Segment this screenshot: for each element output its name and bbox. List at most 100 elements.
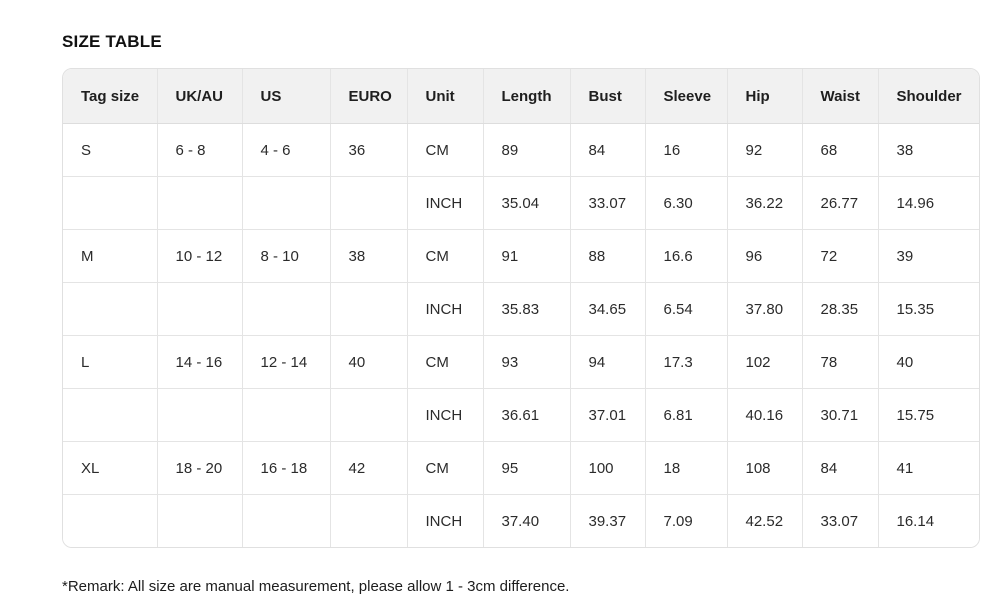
- table-cell: 40.16: [727, 388, 803, 442]
- table-cell: [242, 494, 331, 547]
- table-cell: 33.07: [802, 494, 879, 547]
- table-cell: 17.3: [645, 335, 728, 389]
- table-cell: 8 - 10: [242, 229, 331, 283]
- table-cell: 72: [802, 229, 879, 283]
- table-cell: 39: [878, 229, 979, 283]
- table-cell: 102: [727, 335, 803, 389]
- column-header: Bust: [570, 69, 646, 124]
- table-cell: 84: [802, 441, 879, 495]
- table-row: INCH 35.83 34.65 6.54 37.80 28.35 15.35: [63, 282, 979, 336]
- remark-text: *Remark: All size are manual measurement…: [62, 578, 570, 595]
- table-header: Tag size UK/AU US EURO Unit Length Bust Sleeve H…: [63, 69, 979, 124]
- table-cell: 35.04: [483, 176, 571, 230]
- table-cell: [330, 388, 408, 442]
- table-cell: 18 - 20: [157, 441, 243, 495]
- column-header: Length: [483, 69, 571, 124]
- table-cell: 88: [570, 229, 646, 283]
- table-cell: 30.71: [802, 388, 879, 442]
- table-cell: 95: [483, 441, 571, 495]
- table-cell: 7.09: [645, 494, 728, 547]
- table-cell: 6 - 8: [157, 123, 243, 177]
- table-cell: 18: [645, 441, 728, 495]
- table-cell: 40: [330, 335, 408, 389]
- table-cell: [157, 282, 243, 336]
- table-cell: 6.81: [645, 388, 728, 442]
- table-cell: [330, 494, 408, 547]
- table-cell: 12 - 14: [242, 335, 331, 389]
- size-table-grid: Tag size UK/AU US EURO Unit Length Bust Sleeve H…: [63, 69, 979, 547]
- table-cell: 42: [330, 441, 408, 495]
- table-cell: 26.77: [802, 176, 879, 230]
- table-cell: CM: [407, 123, 484, 177]
- table-cell: 84: [570, 123, 646, 177]
- table-cell: INCH: [407, 176, 484, 230]
- table-cell: [330, 282, 408, 336]
- table-cell: [63, 282, 158, 336]
- table-cell: 39.37: [570, 494, 646, 547]
- table-cell: [242, 282, 331, 336]
- table-cell: [157, 176, 243, 230]
- table-cell: 16: [645, 123, 728, 177]
- column-header: Tag size: [63, 69, 158, 124]
- table-cell: 96: [727, 229, 803, 283]
- table-cell: 35.83: [483, 282, 571, 336]
- table-cell: 38: [330, 229, 408, 283]
- table-cell: INCH: [407, 388, 484, 442]
- table-cell: 93: [483, 335, 571, 389]
- table-cell: 36: [330, 123, 408, 177]
- table-cell: 14.96: [878, 176, 979, 230]
- table-cell: 16.14: [878, 494, 979, 547]
- page-title: SIZE TABLE: [62, 32, 162, 51]
- table-cell: 10 - 12: [157, 229, 243, 283]
- table-cell: [63, 494, 158, 547]
- table-cell: S: [63, 123, 158, 177]
- table-cell: [63, 176, 158, 230]
- table-cell: 38: [878, 123, 979, 177]
- table-cell: INCH: [407, 282, 484, 336]
- table-cell: 33.07: [570, 176, 646, 230]
- table-row: XL 18 - 20 16 - 18 42 CM 95 100 18 108 84 41: [63, 441, 979, 495]
- table-cell: 15.35: [878, 282, 979, 336]
- table-cell: 36.22: [727, 176, 803, 230]
- table-cell: CM: [407, 229, 484, 283]
- column-header: Waist: [802, 69, 879, 124]
- table-row: L 14 - 16 12 - 14 40 CM 93 94 17.3 102 78 40: [63, 335, 979, 389]
- column-header: Unit: [407, 69, 484, 124]
- column-header: Hip: [727, 69, 803, 124]
- table-cell: [63, 388, 158, 442]
- column-header: US: [242, 69, 331, 124]
- header-row: Tag size UK/AU US EURO Unit Length Bust Sleeve H…: [63, 69, 979, 124]
- table-cell: [157, 388, 243, 442]
- table-cell: 16.6: [645, 229, 728, 283]
- table-row: INCH 36.61 37.01 6.81 40.16 30.71 15.75: [63, 388, 979, 442]
- table-cell: [330, 176, 408, 230]
- table-row: M 10 - 12 8 - 10 38 CM 91 88 16.6 96 72 39: [63, 229, 979, 283]
- table-cell: 94: [570, 335, 646, 389]
- table-cell: 28.35: [802, 282, 879, 336]
- table-cell: 37.01: [570, 388, 646, 442]
- table-cell: 15.75: [878, 388, 979, 442]
- table-cell: 89: [483, 123, 571, 177]
- table-cell: [242, 176, 331, 230]
- table-cell: [157, 494, 243, 547]
- column-header: Sleeve: [645, 69, 728, 124]
- table-cell: 91: [483, 229, 571, 283]
- table-row: INCH 37.40 39.37 7.09 42.52 33.07 16.14: [63, 494, 979, 547]
- table-cell: [242, 388, 331, 442]
- table-cell: 36.61: [483, 388, 571, 442]
- size-table: Tag size UK/AU US EURO Unit Length Bust Sleeve H…: [62, 68, 980, 548]
- table-cell: 41: [878, 441, 979, 495]
- table-cell: 6.54: [645, 282, 728, 336]
- table-cell: 4 - 6: [242, 123, 331, 177]
- table-cell: 92: [727, 123, 803, 177]
- table-cell: XL: [63, 441, 158, 495]
- table-cell: 108: [727, 441, 803, 495]
- table-cell: INCH: [407, 494, 484, 547]
- table-cell: 37.80: [727, 282, 803, 336]
- table-cell: 37.40: [483, 494, 571, 547]
- table-cell: 34.65: [570, 282, 646, 336]
- table-cell: 78: [802, 335, 879, 389]
